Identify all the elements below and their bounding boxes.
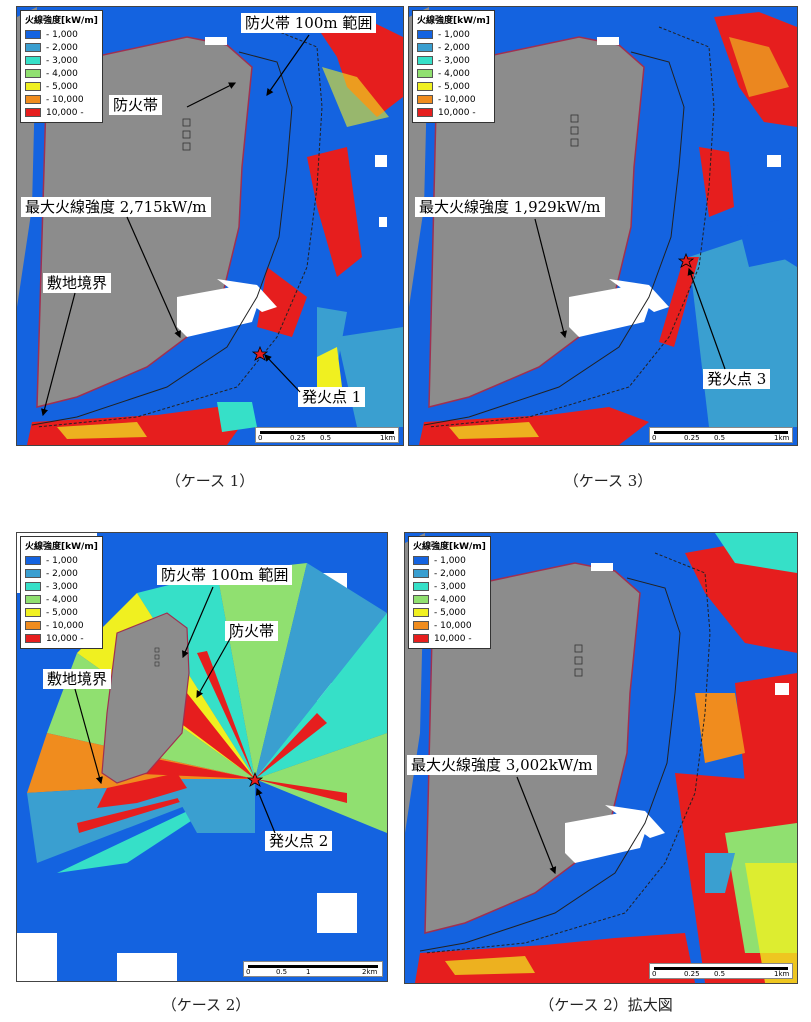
legend-item: - 5,000 [413, 606, 486, 619]
label-site-boundary: 敷地境界 [43, 273, 112, 293]
caption-case3: （ケース 3） [563, 472, 653, 490]
ignition-point-1-icon [251, 345, 269, 361]
legend-item: - 2,000 [413, 567, 486, 580]
map-panel-case2: 火線強度[kW/m] - 1,000 - 2,000 - 3,000 - 4,0… [16, 532, 388, 982]
legend-title: 火線強度[kW/m] [417, 16, 490, 26]
legend-item: - 3,000 [417, 54, 490, 67]
caption-case1: （ケース 1） [165, 472, 255, 490]
legend-case1: 火線強度[kW/m] - 1,000 - 2,000 - 3,000 - 4,0… [20, 10, 103, 123]
label-100m-range: 防火帯 100m 範囲 [241, 13, 377, 33]
caption-case2-zoom: （ケース 2）拡大図 [539, 996, 673, 1014]
legend-case3: 火線強度[kW/m] - 1,000 - 2,000 - 3,000 - 4,0… [412, 10, 495, 123]
legend-title: 火線強度[kW/m] [413, 542, 486, 552]
map-panel-case1: 火線強度[kW/m] - 1,000 - 2,000 - 3,000 - 4,0… [16, 6, 404, 446]
label-max-intensity: 最大火線強度 3,002kW/m [407, 755, 597, 775]
legend-item: - 3,000 [413, 580, 486, 593]
legend-case2: 火線強度[kW/m] - 1,000 - 2,000 - 3,000 - 4,0… [20, 536, 103, 649]
label-ignition-point: 発火点 3 [703, 369, 771, 389]
label-ignition-point: 発火点 1 [298, 387, 366, 407]
scale-bar: 0 0.5 1 2km [243, 961, 383, 977]
legend-item: - 1,000 [413, 554, 486, 567]
legend-item: - 2,000 [25, 41, 98, 54]
legend-item: - 1,000 [25, 554, 98, 567]
legend-item: - 4,000 [417, 67, 490, 80]
legend-item: - 5,000 [417, 80, 490, 93]
map-panel-case2-zoom: 火線強度[kW/m] - 1,000 - 2,000 - 3,000 - 4,0… [404, 532, 798, 984]
legend-item: - 10,000 [25, 619, 98, 632]
label-max-intensity: 最大火線強度 1,929kW/m [415, 197, 605, 217]
legend-item: - 10,000 [25, 93, 98, 106]
legend-item: - 2,000 [25, 567, 98, 580]
caption-case2: （ケース 2） [161, 996, 251, 1014]
scale-bar: 0 0.25 0.5 1km [649, 963, 793, 979]
legend-item: - 5,000 [25, 80, 98, 93]
scale-bar: 0 0.25 0.5 1km [255, 427, 399, 443]
label-ignition-point: 発火点 2 [265, 831, 333, 851]
legend-item: 10,000 - [417, 106, 490, 119]
label-max-intensity: 最大火線強度 2,715kW/m [21, 197, 211, 217]
legend-title: 火線強度[kW/m] [25, 542, 98, 552]
scale-bar: 0 0.25 0.5 1km [649, 427, 793, 443]
legend-item: - 4,000 [25, 67, 98, 80]
legend-case2-zoom: 火線強度[kW/m] - 1,000 - 2,000 - 3,000 - 4,0… [408, 536, 491, 649]
ignition-point-2-icon [246, 771, 264, 787]
legend-item: 10,000 - [25, 632, 98, 645]
legend-item: - 4,000 [413, 593, 486, 606]
legend-item: - 2,000 [417, 41, 490, 54]
legend-item: - 4,000 [25, 593, 98, 606]
legend-item: - 1,000 [25, 28, 98, 41]
legend-item: - 3,000 [25, 580, 98, 593]
label-100m-range: 防火帯 100m 範囲 [157, 565, 293, 585]
legend-item: 10,000 - [25, 106, 98, 119]
legend-title: 火線強度[kW/m] [25, 16, 98, 26]
map-panel-case3: 火線強度[kW/m] - 1,000 - 2,000 - 3,000 - 4,0… [408, 6, 798, 446]
label-firebreak: 防火帯 [109, 95, 163, 115]
legend-item: 10,000 - [413, 632, 486, 645]
legend-item: - 10,000 [417, 93, 490, 106]
legend-item: - 10,000 [413, 619, 486, 632]
legend-item: - 1,000 [417, 28, 490, 41]
ignition-point-3-icon [677, 252, 695, 268]
label-firebreak: 防火帯 [225, 621, 279, 641]
legend-item: - 3,000 [25, 54, 98, 67]
legend-item: - 5,000 [25, 606, 98, 619]
label-site-boundary: 敷地境界 [43, 669, 112, 689]
